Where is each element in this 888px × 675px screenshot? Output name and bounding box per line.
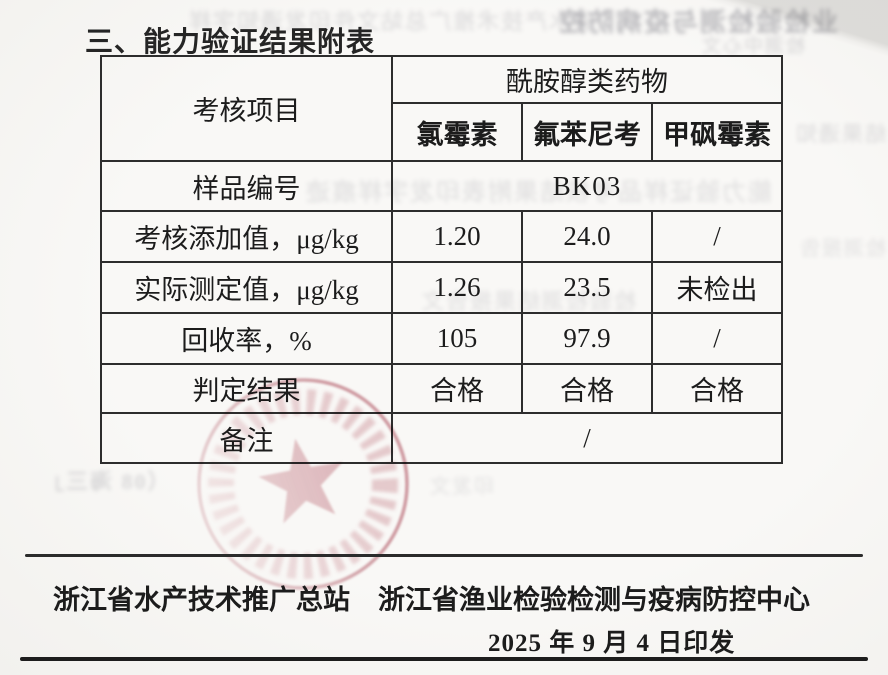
row-label-cell: 样品编号 <box>100 160 393 212</box>
table-row-judgement: 判定结果 合格 合格 合格 <box>100 363 784 414</box>
value-cell: 97.9 <box>521 312 653 365</box>
bleed-through-smudge: 结果通知 <box>794 122 886 146</box>
footer-divider-bottom <box>20 657 868 661</box>
column-header-chloramphenicol: 氯霉素 <box>391 102 523 162</box>
table-row-subheader: 氯霉素 氟苯尼考 甲砜霉素 <box>101 102 784 162</box>
table-row-recovery-rate: 回收率，% 105 97.9 / <box>100 312 784 365</box>
value-cell: 1.20 <box>391 210 523 263</box>
project-header-cell: 考核项目 <box>100 55 393 162</box>
value-cell: 未检出 <box>650 261 784 314</box>
remarks-value-cell: / <box>390 412 784 464</box>
value-cell: / <box>650 210 784 263</box>
value-cell: 105 <box>391 312 523 365</box>
row-label-cell: 备注 <box>100 412 393 464</box>
value-cell: 1.26 <box>391 261 523 314</box>
value-cell: 合格 <box>650 363 784 414</box>
row-label-cell: 实际测定值，μg/kg <box>100 261 393 314</box>
issuer-left: 浙江省水产技术推广总站 <box>53 585 350 615</box>
issue-date: 2025 年 9 月 4 日印发 <box>488 630 736 657</box>
table-row-measured-value: 实际测定值，μg/kg 1.26 23.5 未检出 <box>100 261 784 314</box>
row-label-cell: 考核添加值，μg/kg <box>100 210 393 263</box>
footer-divider-top <box>25 554 863 557</box>
table-row-header: 考核项目 酰胺醇类药物 <box>100 55 784 162</box>
value-cell: 24.0 <box>521 210 653 263</box>
issuer-right: 浙江省渔业检验检测与疫病防控中心 <box>378 585 810 615</box>
column-header-florfenicol: 氟苯尼考 <box>521 102 653 162</box>
table-row-sample-id: 样品编号 BK03 <box>100 160 784 212</box>
value-cell: 合格 <box>391 363 523 414</box>
value-cell: 23.5 <box>521 261 653 314</box>
bleed-through-smudge: 印发文 <box>428 476 494 498</box>
drug-class-header-cell: 酰胺醇类药物 <box>390 55 784 104</box>
page-title: 三、能力验证结果附表 <box>85 26 376 57</box>
footer-issuers: 浙江省水产技术推广总站 浙江省渔业检验检测与疫病防控中心 <box>53 578 810 617</box>
value-cell: / <box>650 312 784 365</box>
table-row-spiked-value: 考核添加值，μg/kg 1.20 24.0 / <box>100 210 784 263</box>
page-corner-shade <box>688 0 888 62</box>
column-header-thiamphenicol: 甲砜霉素 <box>650 102 784 162</box>
row-label-cell: 回收率，% <box>100 312 393 365</box>
bleed-through-smudge: 检测报告 <box>798 238 886 260</box>
value-cell: 合格 <box>521 363 653 414</box>
bleed-through-smudge: （08 海三」 <box>40 469 170 494</box>
results-table: 考核项目 酰胺醇类药物 氯霉素 氟苯尼考 甲砜霉素 样品编号 BK03 考核添加… <box>100 55 784 464</box>
sample-id-value-cell: BK03 <box>390 160 784 212</box>
row-label-cell: 判定结果 <box>100 363 393 414</box>
table-row-remarks: 备注 / <box>100 412 784 464</box>
